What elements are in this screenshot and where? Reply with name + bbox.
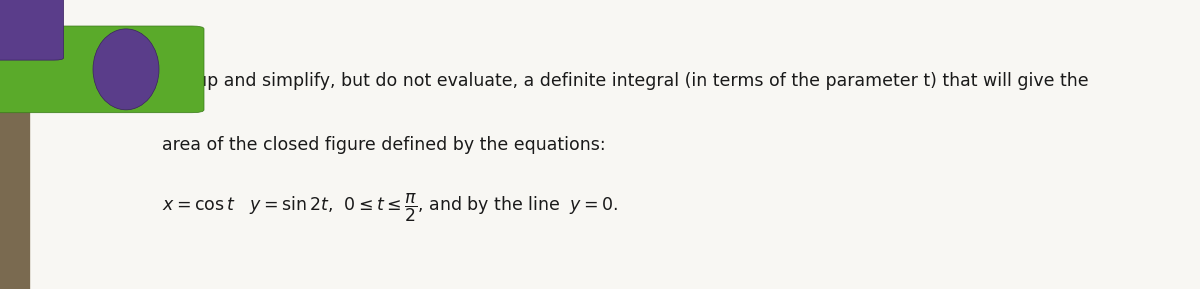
Text: Set up and simplify, but do not evaluate, a definite integral (in terms of the p: Set up and simplify, but do not evaluate… xyxy=(162,72,1088,90)
Text: area of the closed figure defined by the equations:: area of the closed figure defined by the… xyxy=(162,136,606,153)
Text: $x = \cos t \quad y = \sin 2t$,  $0 \leq t \leq \dfrac{\pi}{2}$, and by the line: $x = \cos t \quad y = \sin 2t$, $0 \leq … xyxy=(162,192,618,224)
Ellipse shape xyxy=(94,29,158,110)
FancyBboxPatch shape xyxy=(0,0,64,60)
FancyBboxPatch shape xyxy=(0,26,204,113)
Bar xyxy=(0,0,30,289)
